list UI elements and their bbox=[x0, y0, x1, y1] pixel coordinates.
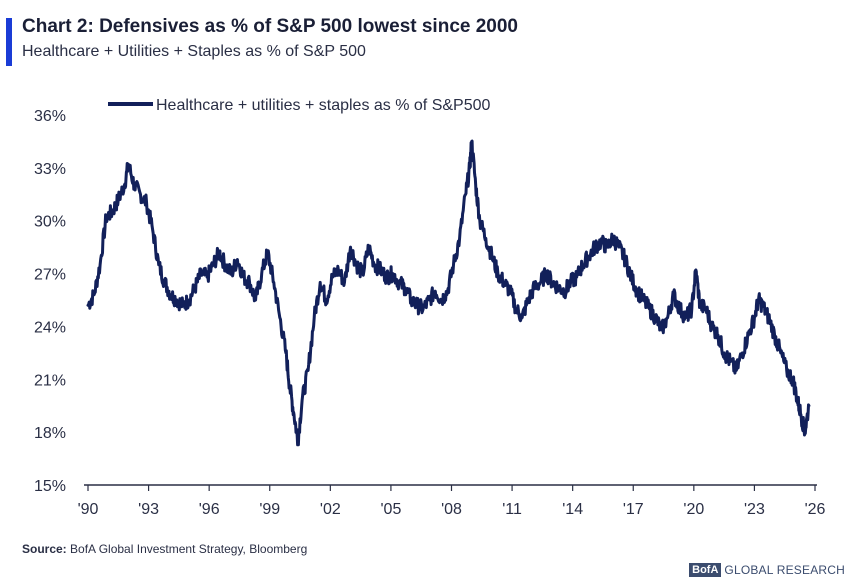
legend-label: Healthcare + utilities + staples as % of… bbox=[156, 97, 491, 114]
x-tick-label: '08 bbox=[441, 501, 462, 518]
chart-subtitle: Healthcare + Utilities + Staples as % of… bbox=[22, 43, 366, 60]
x-tick-label: '96 bbox=[199, 501, 220, 518]
title-accent-bar bbox=[6, 18, 12, 66]
legend: Healthcare + utilities + staples as % of… bbox=[108, 97, 491, 114]
y-tick-label: 18% bbox=[34, 425, 66, 442]
brand-footer: BofA GLOBAL RESEARCH bbox=[689, 563, 845, 577]
y-tick-label: 30% bbox=[34, 214, 66, 231]
y-tick-label: 33% bbox=[34, 161, 66, 178]
source-note: Source: BofA Global Investment Strategy,… bbox=[22, 542, 307, 556]
x-tick-label: '26 bbox=[805, 501, 826, 518]
x-tick-label: '17 bbox=[623, 501, 644, 518]
y-tick-label: 24% bbox=[34, 319, 66, 336]
bofa-logo: BofA bbox=[689, 563, 722, 577]
x-tick-label: '20 bbox=[683, 501, 704, 518]
y-tick-label: 15% bbox=[34, 478, 66, 495]
x-axis: '90 '93 '96 '99 '02 '05 '08 '11 '14 '17 '20 '23 '26 bbox=[78, 485, 826, 518]
chart-title: Chart 2: Defensives as % of S&P 500 lowe… bbox=[22, 16, 518, 37]
x-tick-label: '23 bbox=[744, 501, 765, 518]
y-tick-label: 27% bbox=[34, 267, 66, 284]
x-tick-label: '90 bbox=[78, 501, 99, 518]
x-tick-label: '11 bbox=[502, 501, 522, 518]
x-tick-label: '14 bbox=[562, 501, 583, 518]
y-axis: 15% 18% 21% 24% 27% 30% 33% 36% bbox=[34, 108, 66, 495]
x-tick-label: '99 bbox=[259, 501, 280, 518]
source-label: Source: bbox=[22, 542, 67, 556]
y-tick-label: 21% bbox=[34, 372, 66, 389]
x-tick-label: '05 bbox=[380, 501, 401, 518]
brand-text: GLOBAL RESEARCH bbox=[724, 563, 845, 577]
x-tick-label: '93 bbox=[138, 501, 159, 518]
series-line bbox=[86, 139, 811, 447]
y-tick-label: 36% bbox=[34, 108, 66, 125]
source-text: BofA Global Investment Strategy, Bloombe… bbox=[66, 542, 308, 556]
x-tick-label: '02 bbox=[320, 501, 341, 518]
